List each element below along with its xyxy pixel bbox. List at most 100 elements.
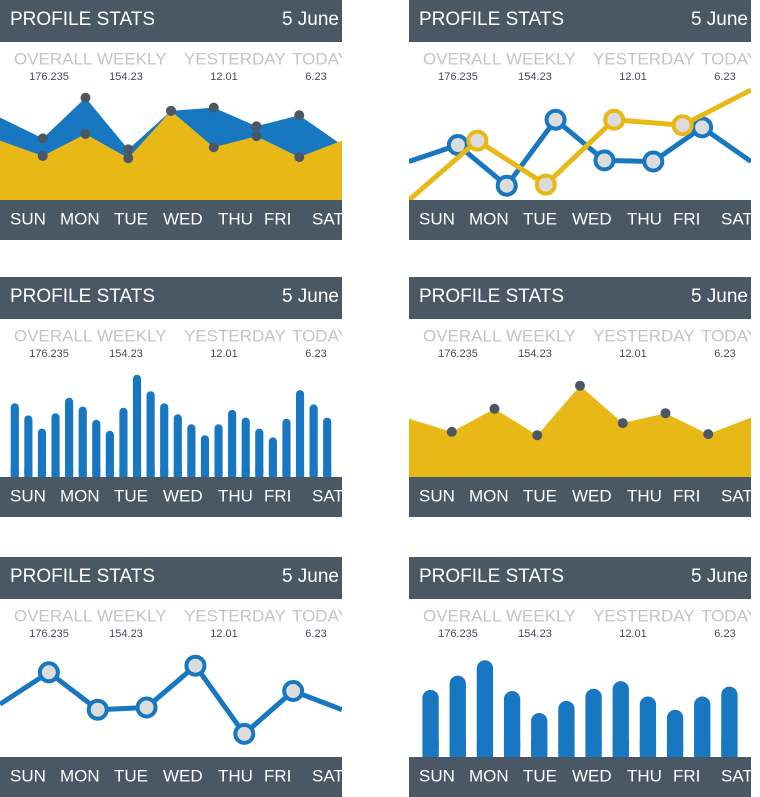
panel-title: PROFILE STATS bbox=[10, 9, 155, 30]
panel: PROFILE STATS 5 June OVERALL WEEKLY YESTERDA… bbox=[409, 0, 751, 240]
bar-foot bbox=[721, 740, 738, 757]
day-label: SUN bbox=[10, 209, 46, 228]
stat-value: 176.235 bbox=[29, 71, 69, 83]
point bbox=[208, 102, 219, 113]
bar bbox=[449, 675, 466, 757]
day-label: WED bbox=[572, 209, 612, 228]
bar-foot bbox=[10, 468, 19, 477]
point bbox=[233, 722, 256, 745]
bar bbox=[323, 417, 332, 477]
point bbox=[166, 105, 176, 116]
point bbox=[37, 133, 48, 144]
bar bbox=[585, 688, 602, 757]
stat-label: WEEKLY bbox=[506, 606, 576, 625]
bar-foot bbox=[612, 740, 629, 757]
stat-label: WEEKLY bbox=[97, 49, 167, 68]
day-label: THU bbox=[627, 209, 662, 228]
bar-foot bbox=[476, 740, 494, 757]
stat-label: WEEKLY bbox=[97, 326, 167, 345]
stat-label: TODAY bbox=[701, 606, 758, 625]
panel: PROFILE STATS 5 June OVERALL WEEKLY YESTERDA… bbox=[0, 277, 342, 517]
stat-label: YESTERDAY bbox=[593, 49, 695, 68]
header-bar bbox=[409, 277, 751, 319]
panel-title: PROFILE STATS bbox=[419, 286, 564, 307]
panel: PROFILE STATS 5 June OVERALL WEEKLY YESTERDA… bbox=[0, 557, 344, 797]
panel-date: 5 June bbox=[691, 9, 748, 30]
panel-title: PROFILE STATS bbox=[10, 286, 155, 307]
stat-value: 154.23 bbox=[518, 628, 552, 640]
day-label: WED bbox=[572, 486, 612, 505]
bar-foot bbox=[503, 740, 521, 757]
stat-label: OVERALL bbox=[423, 49, 501, 68]
stat-value: 6.23 bbox=[714, 71, 735, 83]
bar-foot bbox=[160, 468, 169, 477]
stat-value: 12.01 bbox=[210, 628, 238, 640]
bar bbox=[119, 407, 128, 477]
stat-label: WEEKLY bbox=[506, 49, 576, 68]
panel-date: 5 June bbox=[282, 9, 339, 30]
point bbox=[466, 129, 489, 152]
day-label: SUN bbox=[10, 766, 46, 785]
bar-foot bbox=[268, 468, 277, 477]
day-label: FRI bbox=[264, 486, 291, 505]
day-label: SAT bbox=[312, 766, 344, 785]
stat-value: 6.23 bbox=[305, 628, 326, 640]
bar-foot bbox=[531, 740, 548, 757]
day-label: WED bbox=[163, 209, 203, 228]
bar bbox=[200, 435, 210, 477]
point bbox=[603, 108, 626, 131]
stat-value: 176.235 bbox=[438, 71, 478, 83]
line bbox=[409, 87, 751, 202]
stat-label: YESTERDAY bbox=[184, 326, 286, 345]
day-label: FRI bbox=[673, 209, 700, 228]
bar-foot bbox=[187, 468, 196, 477]
point bbox=[208, 142, 219, 153]
bar bbox=[612, 681, 629, 757]
bar-foot bbox=[666, 740, 684, 757]
bar bbox=[24, 415, 33, 477]
bar bbox=[503, 691, 521, 757]
day-label: TUE bbox=[523, 209, 557, 228]
footer-bar bbox=[409, 757, 751, 797]
bar-foot bbox=[422, 740, 439, 757]
header-bar bbox=[0, 557, 342, 599]
point bbox=[80, 92, 91, 103]
day-label: WED bbox=[572, 766, 612, 785]
bar-foot bbox=[92, 468, 101, 477]
bar bbox=[160, 403, 169, 477]
point bbox=[282, 680, 305, 702]
day-label: SUN bbox=[419, 766, 455, 785]
stat-value: 176.235 bbox=[438, 628, 478, 640]
stat-value: 12.01 bbox=[210, 71, 238, 83]
bar-foot bbox=[24, 468, 33, 477]
bar bbox=[255, 428, 264, 477]
point bbox=[446, 426, 457, 437]
bar-foot bbox=[241, 468, 250, 477]
bar bbox=[422, 689, 439, 757]
panel-title: PROFILE STATS bbox=[419, 566, 564, 587]
day-label: TUE bbox=[114, 209, 148, 228]
bar bbox=[309, 404, 318, 477]
bar bbox=[37, 428, 47, 477]
bar-foot bbox=[694, 740, 711, 757]
panel-title: PROFILE STATS bbox=[419, 9, 564, 30]
stat-value: 176.235 bbox=[29, 628, 69, 640]
stat-label: OVERALL bbox=[14, 606, 92, 625]
stat-value: 176.235 bbox=[29, 348, 69, 360]
point bbox=[532, 430, 543, 441]
stat-label: YESTERDAY bbox=[593, 326, 695, 345]
panel-title: PROFILE STATS bbox=[10, 566, 155, 587]
point bbox=[123, 144, 134, 155]
panel-date: 5 June bbox=[282, 566, 339, 587]
stat-label: YESTERDAY bbox=[184, 606, 286, 625]
day-label: TUE bbox=[523, 486, 557, 505]
stat-value: 154.23 bbox=[109, 71, 143, 83]
point bbox=[135, 696, 158, 719]
panel-date: 5 June bbox=[691, 566, 748, 587]
day-label: FRI bbox=[673, 766, 700, 785]
stat-label: WEEKLY bbox=[97, 606, 167, 625]
day-label: WED bbox=[163, 486, 203, 505]
bar-foot bbox=[585, 740, 602, 757]
bar bbox=[476, 660, 494, 757]
point bbox=[593, 149, 616, 172]
